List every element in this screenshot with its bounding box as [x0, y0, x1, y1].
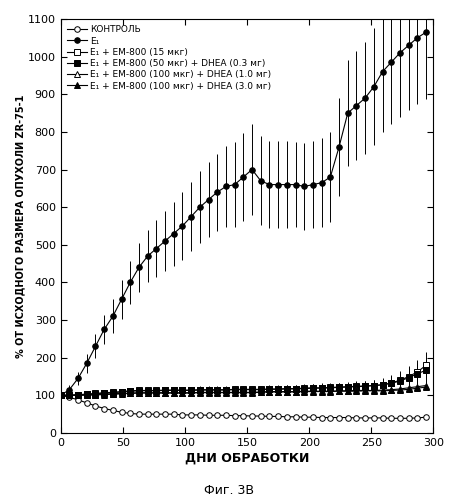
Text: Фиг. 3В: Фиг. 3В	[205, 484, 254, 498]
X-axis label: ДНИ ОБРАБОТКИ: ДНИ ОБРАБОТКИ	[185, 452, 309, 465]
Legend: КОНТРОЛЬ, Е₁, Е₁ + ЕМ-800 (15 мкг), Е₁ + ЕМ-800 (50 мкг) + DHEA (0.3 мг), Е₁ + Е: КОНТРОЛЬ, Е₁, Е₁ + ЕМ-800 (15 мкг), Е₁ +…	[65, 24, 274, 92]
Y-axis label: % ОТ ИСХОДНОГО РАЗМЕРА ОПУХОЛИ ZR-75-1: % ОТ ИСХОДНОГО РАЗМЕРА ОПУХОЛИ ZR-75-1	[15, 94, 25, 358]
